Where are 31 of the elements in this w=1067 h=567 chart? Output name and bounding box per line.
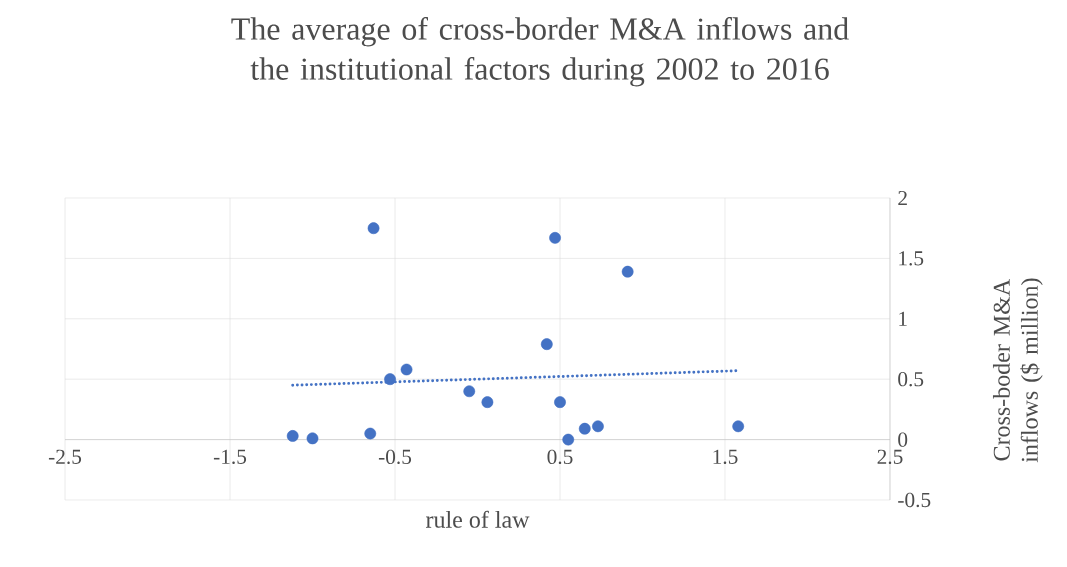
y-tick-label: 1.5	[899, 251, 924, 266]
y-tick-label: 0.5	[898, 371, 924, 387]
point	[306, 432, 319, 445]
point	[621, 265, 634, 278]
x-tick-label: -2.5	[48, 449, 82, 465]
x-tick-label: 0.5	[547, 449, 573, 465]
point	[286, 430, 299, 442]
point	[732, 420, 745, 433]
x-axis-title: rule of law	[426, 510, 530, 528]
y-tick-label: -0.5	[898, 492, 931, 508]
point	[549, 231, 561, 244]
point	[578, 422, 591, 435]
y-axis-title: Cross-boder M&A inflows ($ million)	[992, 278, 1043, 463]
point	[592, 420, 604, 433]
x-tick-label: 1.5	[713, 449, 738, 465]
point	[554, 396, 566, 409]
point	[562, 433, 575, 446]
point	[364, 427, 377, 440]
x-tick-label: 2.5	[877, 449, 903, 465]
point	[481, 396, 494, 409]
x-tick-label: -0.5	[378, 449, 412, 465]
y-tick-label: 0	[898, 432, 908, 447]
point	[384, 373, 396, 386]
x-tick-label: -1.5	[213, 449, 247, 465]
chart-title: The average of cross-border M&A inflows and the institutional factors during 2002 to 2016	[231, 17, 849, 87]
point	[463, 385, 476, 398]
point	[367, 222, 380, 235]
y-tick-label: 2	[898, 190, 907, 206]
point	[400, 363, 413, 376]
point	[540, 338, 553, 351]
y-tick-label: 1	[899, 311, 907, 326]
